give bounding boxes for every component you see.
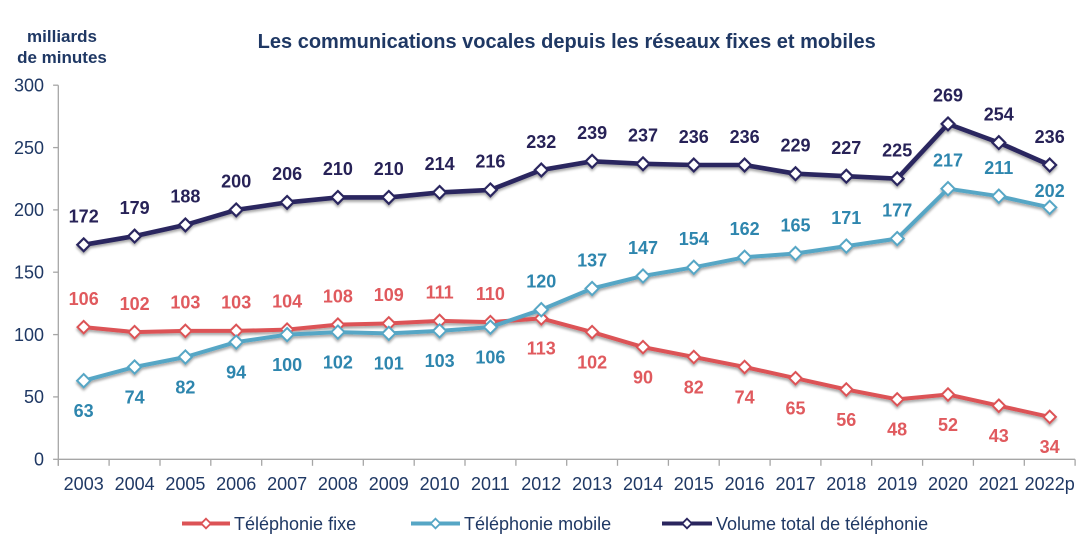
svg-text:225: 225 (882, 141, 912, 161)
svg-text:102: 102 (120, 294, 150, 314)
svg-text:106: 106 (475, 347, 505, 367)
svg-text:106: 106 (69, 289, 99, 309)
svg-text:120: 120 (526, 272, 556, 292)
svg-text:2014: 2014 (623, 474, 663, 494)
svg-text:2017: 2017 (775, 474, 815, 494)
svg-text:206: 206 (272, 164, 302, 184)
svg-text:2015: 2015 (674, 474, 714, 494)
svg-text:milliards: milliards (27, 27, 97, 46)
svg-text:109: 109 (374, 285, 404, 305)
svg-text:102: 102 (323, 352, 353, 372)
svg-text:236: 236 (1035, 127, 1065, 147)
svg-text:236: 236 (679, 127, 709, 147)
svg-text:211: 211 (984, 158, 1013, 178)
svg-text:179: 179 (120, 198, 150, 218)
svg-text:2004: 2004 (115, 474, 155, 494)
svg-text:2003: 2003 (64, 474, 104, 494)
svg-text:229: 229 (780, 136, 810, 156)
svg-text:111: 111 (426, 283, 454, 303)
svg-text:103: 103 (221, 293, 251, 313)
svg-text:2006: 2006 (216, 474, 256, 494)
svg-text:200: 200 (221, 172, 251, 192)
svg-text:2007: 2007 (267, 474, 307, 494)
svg-text:172: 172 (69, 207, 99, 227)
svg-text:200: 200 (14, 200, 44, 220)
svg-text:2018: 2018 (826, 474, 866, 494)
svg-text:2011: 2011 (471, 474, 510, 494)
svg-text:63: 63 (74, 401, 94, 421)
svg-text:210: 210 (323, 159, 353, 179)
svg-text:216: 216 (475, 152, 505, 172)
svg-text:2009: 2009 (369, 474, 409, 494)
svg-text:237: 237 (628, 126, 658, 146)
svg-text:65: 65 (785, 399, 805, 419)
svg-text:171: 171 (831, 208, 861, 228)
svg-text:2021: 2021 (979, 474, 1019, 494)
svg-text:48: 48 (887, 420, 907, 440)
svg-text:2012: 2012 (521, 474, 561, 494)
svg-text:2013: 2013 (572, 474, 612, 494)
svg-text:188: 188 (170, 187, 200, 207)
svg-text:Téléphonie fixe: Téléphonie fixe (234, 514, 356, 534)
svg-text:103: 103 (425, 351, 455, 371)
svg-text:82: 82 (684, 377, 704, 397)
svg-text:239: 239 (577, 123, 607, 143)
svg-text:0: 0 (34, 450, 44, 470)
svg-text:43: 43 (989, 426, 1009, 446)
svg-text:250: 250 (14, 138, 44, 158)
svg-text:100: 100 (272, 355, 302, 375)
svg-text:269: 269 (933, 86, 963, 106)
svg-text:34: 34 (1040, 437, 1060, 457)
svg-text:2016: 2016 (725, 474, 765, 494)
svg-text:232: 232 (526, 132, 556, 152)
svg-text:300: 300 (14, 76, 44, 96)
svg-text:94: 94 (226, 362, 246, 382)
svg-text:de minutes: de minutes (17, 48, 107, 67)
svg-text:202: 202 (1035, 181, 1065, 201)
svg-text:104: 104 (272, 291, 302, 311)
svg-text:113: 113 (527, 339, 556, 359)
svg-text:103: 103 (170, 293, 200, 313)
svg-text:254: 254 (984, 104, 1014, 124)
svg-text:162: 162 (730, 219, 760, 239)
svg-text:217: 217 (933, 151, 963, 171)
svg-text:2020: 2020 (928, 474, 968, 494)
svg-text:214: 214 (425, 154, 455, 174)
svg-text:2019: 2019 (877, 474, 917, 494)
svg-text:2010: 2010 (420, 474, 460, 494)
svg-text:Les communications vocales dep: Les communications vocales depuis les ré… (258, 31, 876, 53)
svg-text:108: 108 (323, 286, 353, 306)
svg-text:82: 82 (175, 377, 195, 397)
svg-text:50: 50 (24, 387, 44, 407)
svg-text:137: 137 (577, 250, 607, 270)
svg-text:Volume total de téléphonie: Volume total de téléphonie (716, 514, 928, 534)
svg-text:236: 236 (730, 127, 760, 147)
svg-text:227: 227 (831, 138, 861, 158)
svg-text:102: 102 (577, 352, 607, 372)
svg-text:Téléphonie mobile: Téléphonie mobile (464, 514, 611, 534)
svg-text:74: 74 (735, 387, 755, 407)
svg-text:150: 150 (14, 263, 44, 283)
svg-text:101: 101 (374, 354, 404, 374)
svg-text:2008: 2008 (318, 474, 358, 494)
svg-text:52: 52 (938, 415, 958, 435)
svg-text:110: 110 (476, 284, 505, 304)
svg-text:74: 74 (125, 387, 145, 407)
svg-text:154: 154 (679, 229, 709, 249)
svg-text:2022p: 2022p (1025, 474, 1075, 494)
svg-text:147: 147 (628, 238, 658, 258)
svg-text:177: 177 (882, 200, 912, 220)
svg-text:90: 90 (633, 367, 653, 387)
svg-text:210: 210 (374, 159, 404, 179)
svg-text:165: 165 (780, 215, 810, 235)
svg-text:56: 56 (836, 410, 856, 430)
svg-text:100: 100 (14, 325, 44, 345)
svg-text:2005: 2005 (165, 474, 205, 494)
